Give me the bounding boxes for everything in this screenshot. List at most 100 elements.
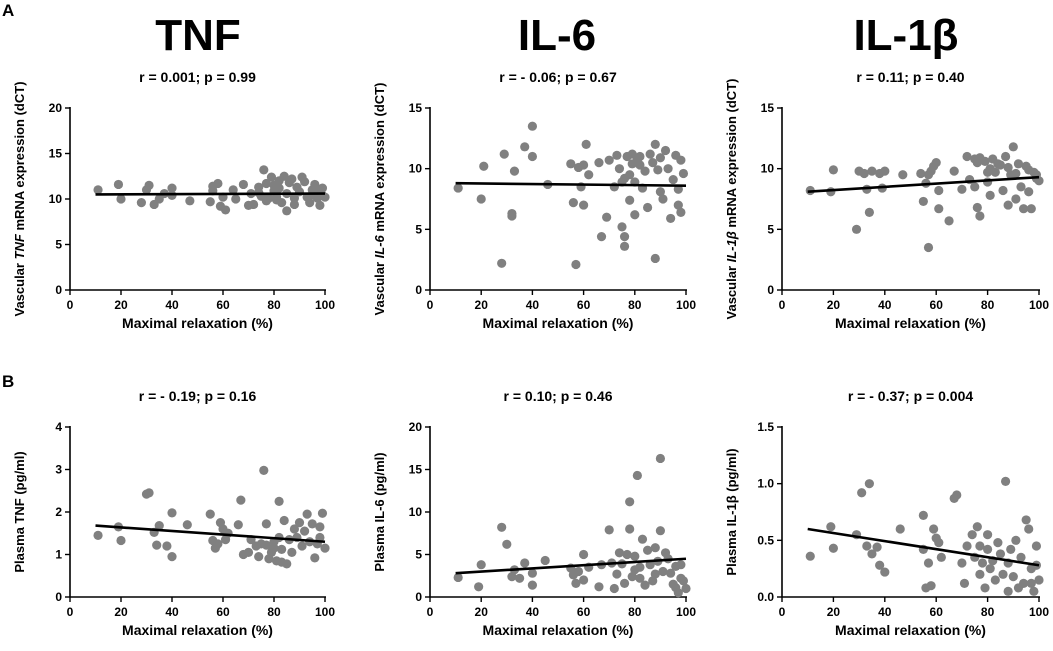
data-point — [926, 581, 936, 591]
y-tick-label: 10 — [409, 162, 423, 176]
y-tick-label: 10 — [49, 192, 63, 206]
data-point — [238, 179, 248, 190]
data-point — [851, 224, 862, 234]
data-point — [635, 562, 645, 572]
data-point — [185, 196, 195, 206]
data-point — [116, 535, 126, 546]
data-point — [167, 183, 177, 193]
data-point — [1003, 200, 1013, 210]
data-point — [233, 520, 243, 530]
data-point — [630, 551, 640, 561]
y-axis-label-text: mRNA expression (dCT) — [724, 79, 739, 232]
data-point — [1024, 187, 1034, 197]
data-point — [266, 172, 277, 182]
data-point — [1013, 159, 1024, 169]
data-point — [612, 150, 622, 160]
data-point — [307, 519, 317, 529]
y-tick-label: 15 — [409, 463, 423, 477]
x-axis-label: Maximal relaxation (%) — [835, 315, 986, 331]
data-point — [1003, 586, 1013, 596]
data-point — [880, 166, 890, 176]
y-axis-label-text: Vascular — [372, 258, 387, 315]
data-point — [648, 158, 658, 168]
data-point — [990, 575, 1000, 585]
data-point — [957, 184, 967, 194]
data-point — [300, 177, 310, 187]
data-point — [220, 205, 231, 215]
data-point — [1031, 541, 1042, 551]
data-point — [630, 210, 640, 220]
data-point — [625, 497, 635, 507]
data-point — [916, 168, 926, 179]
scatter-plot-5: r = 0.10; p = 0.46 0 5 10 15 20 0 20 40 60 80 100 Ma… — [372, 388, 696, 638]
x-axis-label: Maximal relaxation (%) — [122, 315, 273, 331]
data-point — [261, 178, 271, 189]
data-point — [1018, 204, 1029, 214]
x-tick-label: 40 — [878, 298, 892, 312]
data-point — [152, 540, 162, 550]
data-point — [594, 582, 604, 592]
data-point — [944, 216, 954, 226]
data-point — [678, 168, 689, 179]
data-point — [650, 543, 660, 553]
data-point — [527, 151, 538, 162]
x-tick-label: 60 — [216, 298, 230, 312]
data-point — [1008, 142, 1018, 152]
regression-line — [95, 192, 326, 196]
regression-line — [807, 527, 1040, 567]
data-point — [957, 558, 967, 568]
x-tick-label: 40 — [165, 605, 179, 619]
y-axis-label: Plasma TNF (pg/ml) — [12, 451, 27, 572]
data-point — [294, 518, 305, 528]
stat-label: r = - 0.06; p = 0.67 — [499, 69, 617, 85]
data-point — [650, 569, 660, 579]
data-point — [663, 164, 673, 174]
data-point — [476, 560, 486, 570]
data-point — [609, 583, 619, 594]
data-point — [315, 532, 325, 543]
data-point — [282, 559, 292, 569]
data-point — [474, 582, 484, 592]
data-point — [1016, 552, 1026, 562]
data-point — [540, 555, 550, 566]
panel-label-b: B — [2, 372, 14, 391]
data-point — [261, 519, 271, 529]
data-point — [497, 522, 507, 532]
y-tick-label: 0 — [415, 590, 422, 604]
x-axis-label: Maximal relaxation (%) — [483, 622, 634, 638]
x-tick-label: 60 — [930, 605, 944, 619]
data-point — [320, 192, 330, 202]
data-point — [975, 541, 985, 551]
data-point — [1011, 168, 1021, 179]
x-tick-label: 60 — [577, 605, 591, 619]
data-point — [236, 495, 246, 505]
data-point — [527, 580, 538, 590]
y-tick-label: 15 — [409, 101, 423, 115]
data-point — [655, 187, 666, 197]
x-tick-label: 100 — [315, 605, 335, 619]
data-point — [645, 149, 655, 159]
data-point — [144, 180, 154, 190]
data-point — [655, 526, 666, 536]
data-point — [918, 196, 928, 207]
data-point — [962, 541, 972, 551]
data-point — [527, 121, 538, 131]
data-point — [918, 510, 928, 520]
y-tick-label: 3 — [55, 463, 62, 477]
data-point — [622, 549, 632, 560]
x-tick-label: 80 — [628, 298, 642, 312]
data-point — [205, 197, 215, 207]
data-point — [116, 194, 126, 204]
data-point — [113, 179, 124, 190]
data-point — [923, 242, 934, 253]
data-point — [625, 170, 635, 180]
data-point — [617, 222, 627, 232]
data-point — [1026, 578, 1036, 589]
data-point — [144, 488, 154, 498]
data-point — [962, 151, 972, 162]
x-tick-label: 100 — [676, 298, 696, 312]
y-tick-label: 1.5 — [757, 420, 774, 434]
y-tick-label: 4 — [55, 420, 62, 434]
x-tick-label: 20 — [475, 298, 489, 312]
